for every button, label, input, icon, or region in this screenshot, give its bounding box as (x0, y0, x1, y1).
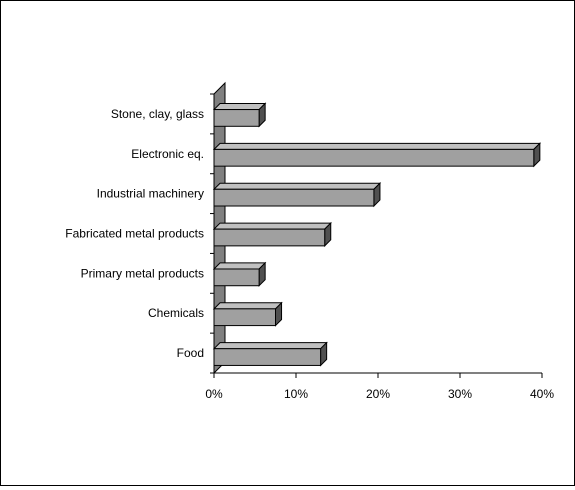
bar-top-face (212, 342, 328, 350)
category-label: Food (177, 346, 204, 360)
category-label: Electronic eq. (131, 147, 204, 161)
category-label: Fabricated metal products (65, 227, 204, 241)
category-labels: Stone, clay, glass Electronic eq. Industri… (65, 107, 204, 360)
x-tick-label: 10% (284, 387, 308, 401)
bar-top-face (212, 182, 382, 190)
bar-front-face (213, 268, 260, 287)
category-label: Stone, clay, glass (111, 107, 204, 121)
bar (212, 301, 283, 327)
bar-front-face (213, 348, 322, 366)
bar-front-face (213, 148, 535, 167)
bar-top-face (212, 262, 267, 270)
bar-top-face (212, 142, 542, 150)
bar-top-face (212, 222, 332, 230)
x-tick-labels: 0% 10% 20% 30% 40% (205, 373, 554, 401)
bar-front-face (213, 109, 260, 127)
bar-front-face (213, 228, 326, 247)
x-tick-label: 0% (205, 387, 223, 401)
bar (212, 182, 382, 208)
x-tick-label: 30% (448, 387, 472, 401)
bar-top-face (212, 103, 267, 111)
bar-front-face (213, 188, 375, 207)
bars (212, 102, 542, 367)
category-label: Chemicals (148, 306, 204, 320)
category-label: Primary metal products (81, 266, 204, 280)
bar (212, 261, 267, 287)
bar-top-face (212, 302, 283, 310)
bar (212, 341, 328, 367)
bar (212, 102, 267, 128)
x-tick-label: 40% (530, 387, 554, 401)
x-tick-label: 20% (366, 387, 390, 401)
bar (212, 142, 542, 168)
bar (212, 221, 332, 248)
category-label: Industrial machinery (97, 187, 204, 201)
bar-front-face (213, 308, 276, 327)
